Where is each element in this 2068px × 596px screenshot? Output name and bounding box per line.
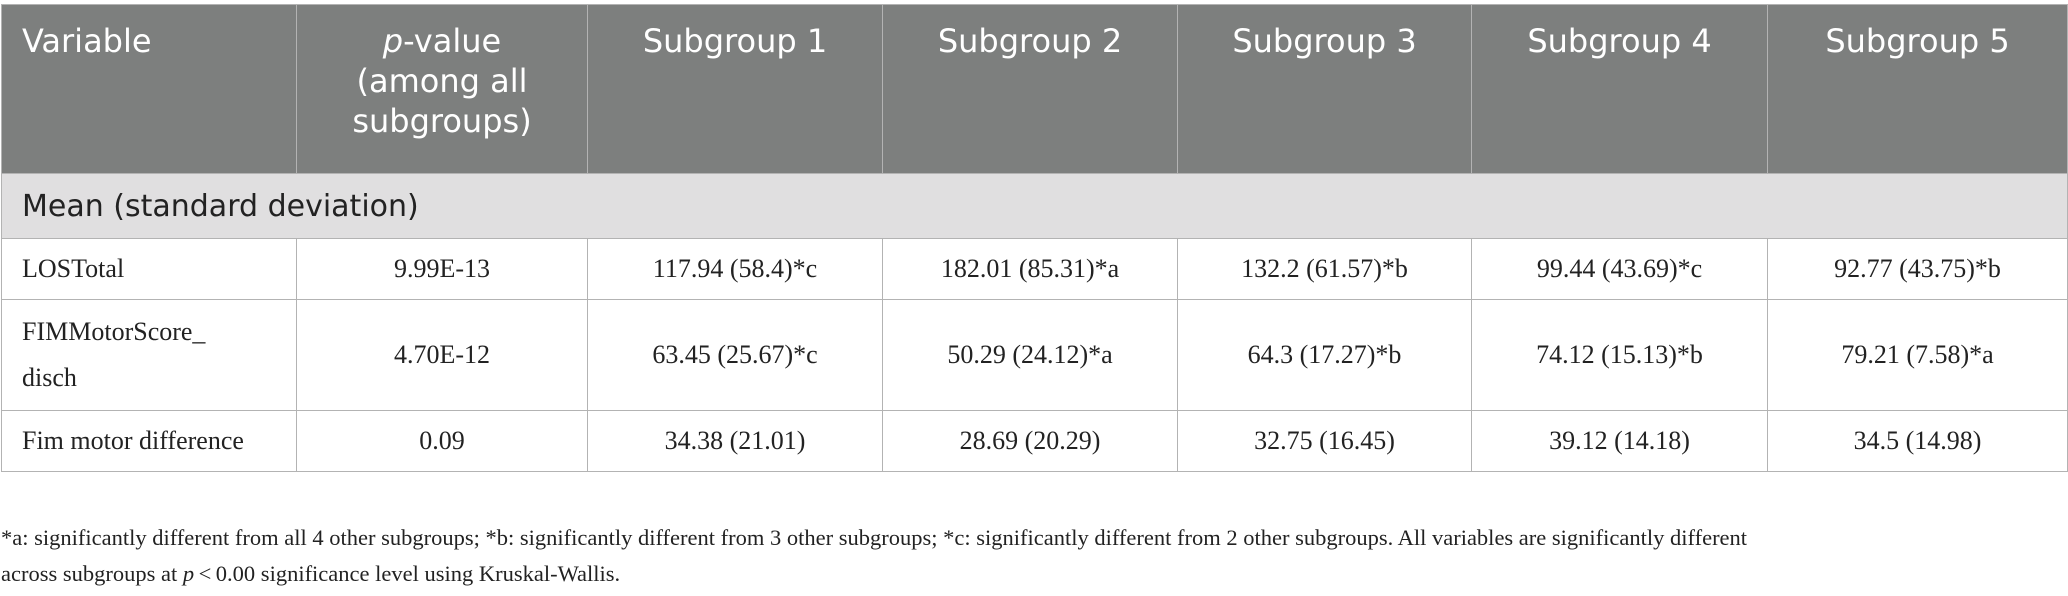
row-cell: 50.29 (24.12)*a [882,299,1178,411]
row-cell: 132.2 (61.57)*b [1177,238,1472,300]
table-row: Fim motor difference 0.09 34.38 (21.01) … [1,410,2068,472]
footnote-line1: *a: significantly different from all 4 o… [1,525,1748,550]
table-row: FIMMotorScore_ disch 4.70E-12 63.45 (25.… [1,299,2068,411]
header-pvalue: p-value (among all subgroups) [296,4,588,174]
row-pvalue: 0.09 [296,410,588,472]
header-pvalue-line3: subgroups) [352,102,532,140]
row-cell: 92.77 (43.75)*b [1767,238,2068,300]
header-subgroup-1: Subgroup 1 [587,4,883,174]
row-cell: 39.12 (14.18) [1471,410,1768,472]
header-pvalue-italic: p [382,22,404,60]
row-cell: 117.94 (58.4)*c [587,238,883,300]
section-label: Mean (standard deviation) [1,173,2068,239]
row-pvalue: 9.99E-13 [296,238,588,300]
row-cell: 74.12 (15.13)*b [1471,299,1768,411]
header-subgroup-3: Subgroup 3 [1177,4,1472,174]
row-cell: 28.69 (20.29) [882,410,1178,472]
row-cell: 79.21 (7.58)*a [1767,299,2068,411]
row-cell: 32.75 (16.45) [1177,410,1472,472]
row-variable-line2: disch [22,363,77,392]
footnote-line2-italic: p [182,561,195,586]
header-row: Variable p-value (among all subgroups) S… [1,4,2068,174]
footnote-line2-after: < 0.00 significance level using Kruskal-… [194,561,621,586]
header-subgroup-4: Subgroup 4 [1471,4,1768,174]
footnote-line2-before: across subgroups at [1,561,183,586]
row-pvalue: 4.70E-12 [296,299,588,411]
row-cell: 34.5 (14.98) [1767,410,2068,472]
row-variable: Fim motor difference [1,410,297,472]
row-cell: 182.01 (85.31)*a [882,238,1178,300]
row-cell: 64.3 (17.27)*b [1177,299,1472,411]
header-pvalue-suffix: -value [403,22,502,60]
header-pvalue-line2: (among all [356,62,528,100]
row-variable-line1: FIMMotorScore_ [22,317,206,346]
section-row: Mean (standard deviation) [1,173,2068,239]
row-cell: 99.44 (43.69)*c [1471,238,1768,300]
header-subgroup-5: Subgroup 5 [1767,4,2068,174]
header-variable: Variable [1,4,297,174]
row-cell: 34.38 (21.01) [587,410,883,472]
table-row: LOSTotal 9.99E-13 117.94 (58.4)*c 182.01… [1,238,2068,300]
row-cell: 63.45 (25.67)*c [587,299,883,411]
row-variable: LOSTotal [1,238,297,300]
results-table: Variable p-value (among all subgroups) S… [1,4,2068,472]
row-variable: FIMMotorScore_ disch [1,299,297,411]
header-subgroup-2: Subgroup 2 [882,4,1178,174]
table-footnote: *a: significantly different from all 4 o… [1,520,2067,592]
